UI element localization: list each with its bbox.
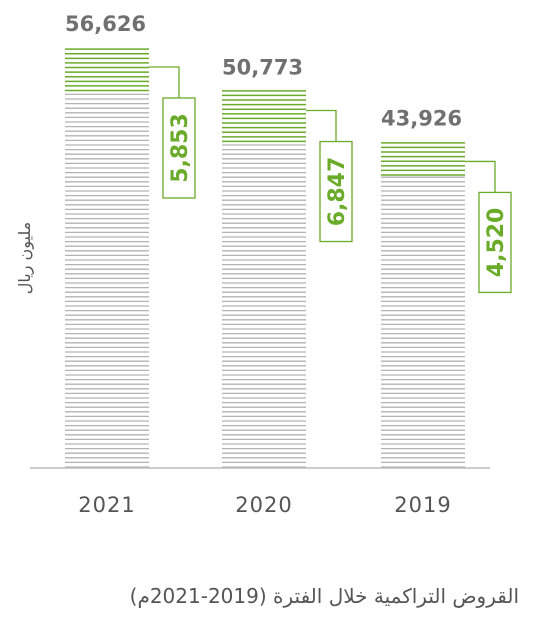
total-label-2021: 56,626 [65,12,146,36]
bar-base-2021 [65,93,149,468]
bar-increment-2020 [222,90,306,143]
year-label-2021: 2021 [78,493,135,517]
year-label-2020: 2020 [235,493,292,517]
increment-label-2019: 4,520 [484,208,509,278]
increment-label-2021: 5,853 [168,113,193,183]
bars-layer: 56,626 5,853 2021 50,773 6,847 2020 43,926 4,52… [65,12,512,517]
bar-increment-2021 [65,48,149,92]
connector-2019 [465,160,496,193]
bar-increment-2019 [381,142,465,176]
total-label-2019: 43,926 [381,106,462,130]
bar-2020 [222,90,306,468]
increment-box-2020 [319,140,353,243]
connector-2020 [306,109,337,142]
increment-label-2020: 6,847 [325,157,350,227]
y-axis-label: مليون ريال [15,222,35,294]
connector-2021 [149,66,180,98]
chart-caption: القروض التراكمية خلال الفترة (2019-2021م… [129,584,519,608]
bar-2019 [381,142,465,468]
increment-box-2021 [162,97,196,199]
bar-base-2019 [381,176,465,468]
increment-box-2019 [478,191,512,294]
total-label-2020: 50,773 [222,56,303,80]
bar-base-2020 [222,144,306,468]
year-label-2019: 2019 [394,493,451,517]
bar-2021 [65,48,149,468]
